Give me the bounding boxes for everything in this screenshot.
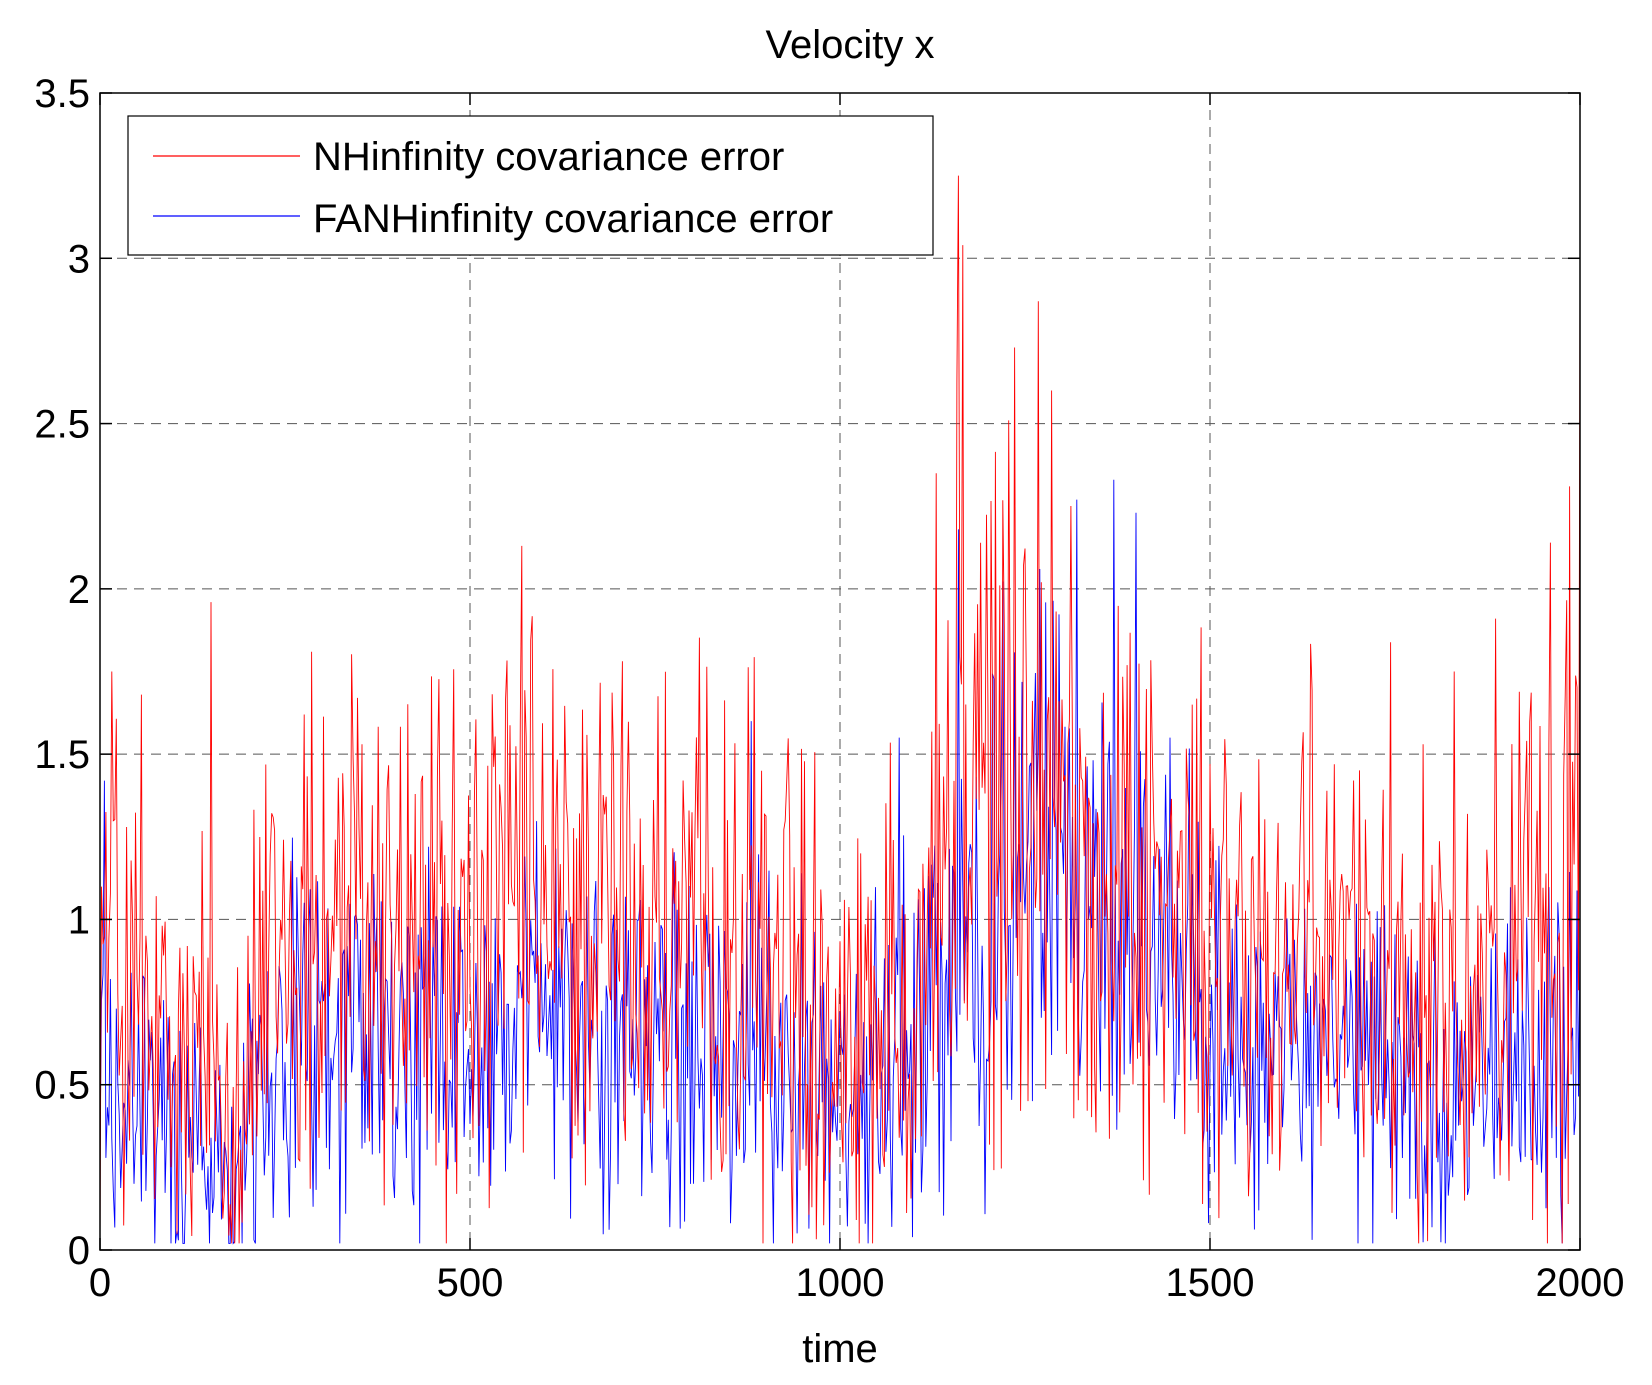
x-tick-label: 1500: [1166, 1261, 1255, 1305]
x-tick-label: 500: [437, 1261, 504, 1305]
legend-box: [127, 115, 934, 256]
ticks: 0 500 1000 1500 2000 0 0.5 1 1.5 2 2.5 3 3.5: [34, 72, 1624, 1305]
x-tick-label: 1000: [796, 1261, 885, 1305]
y-tick-label: 1: [68, 898, 90, 942]
y-tick-label: 1.5: [34, 733, 90, 777]
y-tick-label: 0.5: [34, 1064, 90, 1108]
y-tick-label: 0: [68, 1229, 90, 1273]
legend: NHinfinity covariance error FANHinfinity…: [127, 115, 934, 256]
legend-label-nhinfinity: NHinfinity covariance error: [313, 135, 784, 179]
series-layer: [99, 175, 1581, 1245]
y-tick-label: 3: [68, 237, 90, 281]
legend-label-fanhinfinity: FANHinfinity covariance error: [313, 197, 833, 241]
chart-title: Velocity x: [766, 23, 935, 67]
y-tick-label: 2: [68, 568, 90, 612]
x-tick-label: 2000: [1536, 1261, 1625, 1305]
y-tick-label: 3.5: [34, 72, 90, 116]
x-axis-label: time: [802, 1327, 878, 1371]
series-line-fanhinfinity: [99, 479, 1581, 1245]
x-tick-label: 0: [89, 1261, 111, 1305]
y-tick-label: 2.5: [34, 403, 90, 447]
series-line-nhinfinity: [99, 175, 1581, 1244]
